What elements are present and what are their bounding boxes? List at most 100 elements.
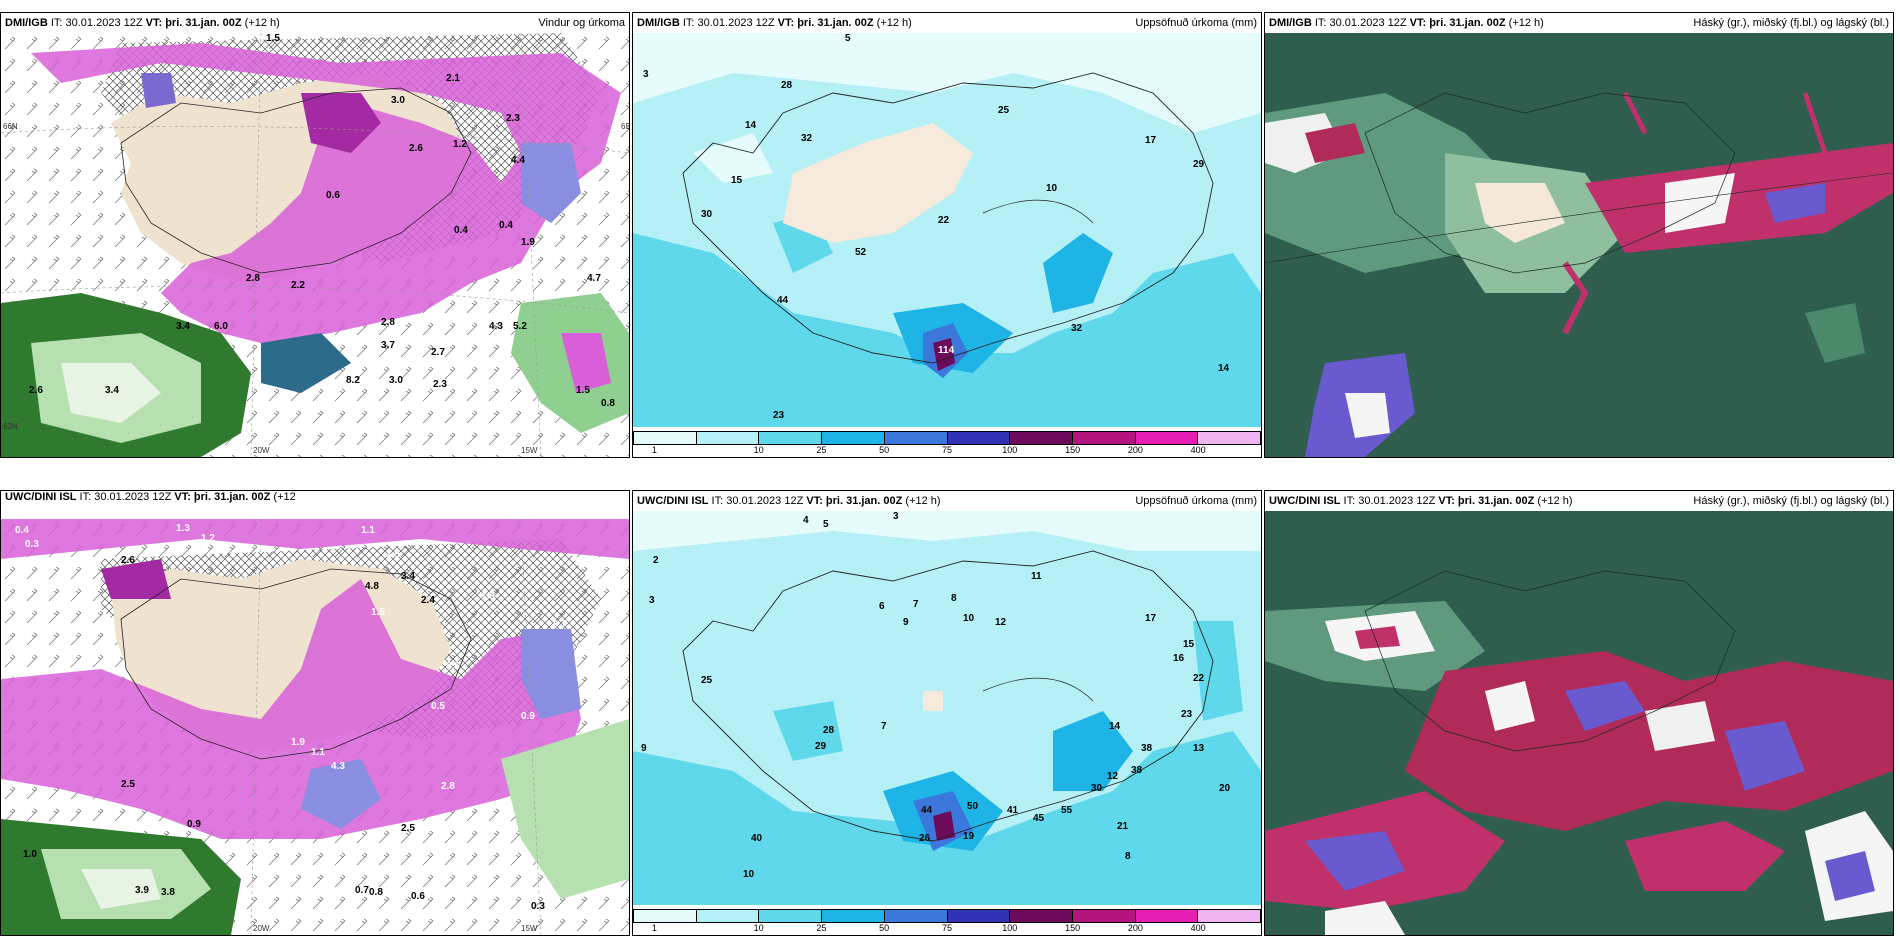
colorbar-swatch (759, 910, 823, 922)
model-source: UWC/DINI ISL (637, 495, 709, 507)
precip-label: 9 (641, 743, 647, 754)
precip-label: 2 (653, 555, 659, 566)
precip-label: 5 (845, 33, 851, 44)
colorbar-tick-label: 10 (753, 445, 764, 455)
lead-time: (+12 h) (902, 495, 941, 507)
precip-label: 29 (1193, 159, 1205, 170)
colorbar-tick-label: 75 (941, 923, 953, 933)
accum-precip-map: 5 3 25 28 14 32 17 10 29 30 22 52 44 15 … (633, 33, 1261, 427)
colorbar-swatch (634, 910, 697, 922)
precip-label: 4 (803, 515, 809, 526)
precip-label: 0.4 (499, 220, 513, 231)
colorbar-swatch (1198, 910, 1261, 922)
model-source: DMI/IGB (5, 17, 48, 29)
precip-label: 0.5 (431, 701, 445, 712)
precip-label: 32 (801, 133, 813, 144)
precip-label: 3.8 (161, 887, 175, 898)
precip-label: 0.7 (355, 885, 369, 896)
axis-label: 15W (521, 924, 538, 933)
precip-label: 2.8 (441, 781, 455, 792)
precip-label: 8 (1125, 851, 1131, 862)
valid-time: VT: þri. 31.jan. 00Z (145, 17, 242, 29)
precip-label: 1.2 (453, 139, 467, 150)
panel-header: DMI/IGB IT: 30.01.2023 12Z VT: þri. 31.j… (633, 13, 1261, 33)
precip-label: 7 (881, 721, 887, 732)
lead-time: (+12 h) (1534, 495, 1573, 507)
precip-label: 2.5 (121, 779, 135, 790)
precip-label: 5 (823, 519, 829, 530)
panel-uwc-wind-precip: UWC/DINI ISL IT: 30.01.2023 12Z VT: þri.… (0, 490, 630, 936)
valid-time: VT: þri. 31.jan. 00Z (806, 495, 903, 507)
precip-label: 44 (777, 295, 789, 306)
colorbar-tick-label: 1 (651, 445, 657, 455)
colorbar-swatch (1072, 432, 1136, 444)
precip-label: 16 (1173, 653, 1185, 664)
colorbar-swatch (947, 432, 1011, 444)
colorbar-swatch (759, 432, 823, 444)
axis-label: 20W (253, 924, 270, 933)
precip-label: 3 (649, 595, 655, 606)
axis-label: 15W (521, 446, 538, 455)
precip-label: 13 (1193, 743, 1205, 754)
precip-label: 2.4 (421, 595, 435, 606)
model-source: UWC/DINI ISL (1269, 495, 1341, 507)
precip-label: 1.3 (176, 523, 190, 534)
precip-colorbar: 1 10 25 50 75 100 150 200 400 (633, 427, 1261, 457)
panel-dmi-accum-precip: DMI/IGB IT: 30.01.2023 12Z VT: þri. 31.j… (632, 12, 1262, 458)
init-time: IT: 30.01.2023 12Z (1311, 17, 1410, 29)
precip-label: 17 (1145, 613, 1157, 624)
panel-dmi-clouds: DMI/IGB IT: 30.01.2023 12Z VT: þri. 31.j… (1264, 12, 1894, 458)
precip-label: 14 (745, 120, 757, 131)
panel-uwc-clouds: UWC/DINI ISL IT: 30.01.2023 12Z VT: þri.… (1264, 490, 1894, 936)
precip-label: 1.5 (386, 549, 400, 560)
colorbar-swatch (822, 910, 885, 922)
precip-label: 55 (1061, 805, 1073, 816)
panel-title: Uppsöfnuð úrkoma (mm) (1135, 495, 1257, 507)
panel-header: UWC/DINI ISL IT: 30.01.2023 12Z VT: þri.… (633, 491, 1261, 511)
precip-label: 4.3 (331, 761, 345, 772)
valid-time: VT: þri. 31.jan. 00Z (174, 491, 271, 503)
precip-label: 14 (1109, 721, 1121, 732)
precip-label: 8 (951, 593, 957, 604)
valid-time: VT: þri. 31.jan. 00Z (1438, 495, 1535, 507)
colorbar-swatch (1072, 910, 1136, 922)
precip-label: 1.1 (311, 747, 325, 758)
precip-label: 0.4 (15, 525, 29, 536)
precip-label: 2.2 (291, 280, 305, 291)
precip-label: 1.8 (481, 591, 495, 602)
precip-label: 1.9 (521, 237, 535, 248)
precip-label: 12 (1107, 771, 1119, 782)
precip-label: 2.3 (433, 379, 447, 390)
precip-label: 44 (921, 805, 933, 816)
precip-label: 3.0 (391, 95, 405, 106)
precip-label: 3.9 (135, 885, 149, 896)
colorbar-swatch (1010, 432, 1073, 444)
precip-label: 2.3 (506, 113, 520, 124)
precip-label: 23 (1181, 709, 1193, 720)
precip-label: 12 (995, 617, 1007, 628)
precip-label: 1.5 (371, 607, 385, 618)
colorbar-tick-label: 25 (816, 445, 827, 455)
colorbar-tick-label: 400 (1190, 923, 1206, 933)
init-time: IT: 30.01.2023 12Z (76, 491, 175, 503)
panel-header: UWC/DINI ISL IT: 30.01.2023 12Z VT: þri.… (1265, 491, 1893, 511)
precip-label: 50 (967, 801, 979, 812)
panel-header: DMI/IGB IT: 30.01.2023 12Z VT: þri. 31.j… (1265, 13, 1893, 33)
precip-label: 0.3 (531, 901, 545, 912)
model-source: UWC/DINI ISL (5, 491, 77, 503)
colorbar-swatch (884, 432, 948, 444)
precip-label: 0.7 (553, 619, 567, 630)
colorbar-tick-label: 50 (879, 923, 890, 933)
precip-label: 6 (879, 601, 885, 612)
precip-label: 2.7 (431, 347, 445, 358)
colorbar-swatch (1135, 910, 1199, 922)
colorbar-tick-label: 150 (1065, 445, 1081, 455)
precip-label: 10 (963, 613, 975, 624)
precip-label: 0.9 (521, 711, 535, 722)
precip-label: 38 (1131, 765, 1143, 776)
precip-label: 2.6 (409, 143, 423, 154)
precip-label: 19 (963, 831, 975, 842)
precip-label: 12.5 (309, 387, 329, 398)
precip-label: 10 (1046, 183, 1058, 194)
panel-title: Uppsöfnuð úrkoma (mm) (1135, 17, 1257, 29)
